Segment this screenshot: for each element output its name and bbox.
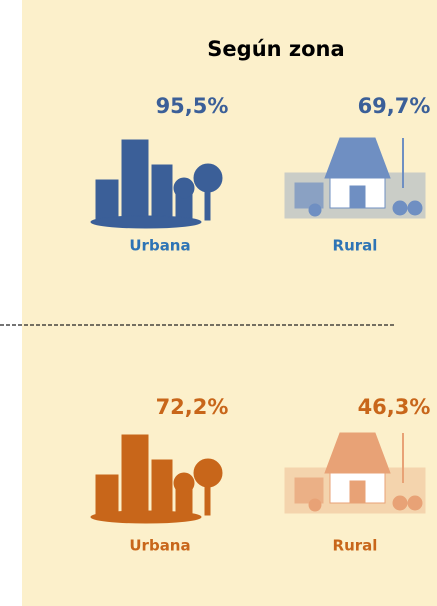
value: 69,7% (358, 94, 431, 118)
value: 46,3% (358, 395, 431, 419)
title: Según zona (207, 37, 344, 61)
label: Rural (333, 237, 378, 255)
panel (22, 0, 437, 606)
label: Rural (333, 537, 378, 555)
label: Urbana (129, 237, 190, 255)
label: Urbana (129, 537, 190, 555)
value: 95,5% (156, 94, 229, 118)
value: 72,2% (156, 395, 229, 419)
